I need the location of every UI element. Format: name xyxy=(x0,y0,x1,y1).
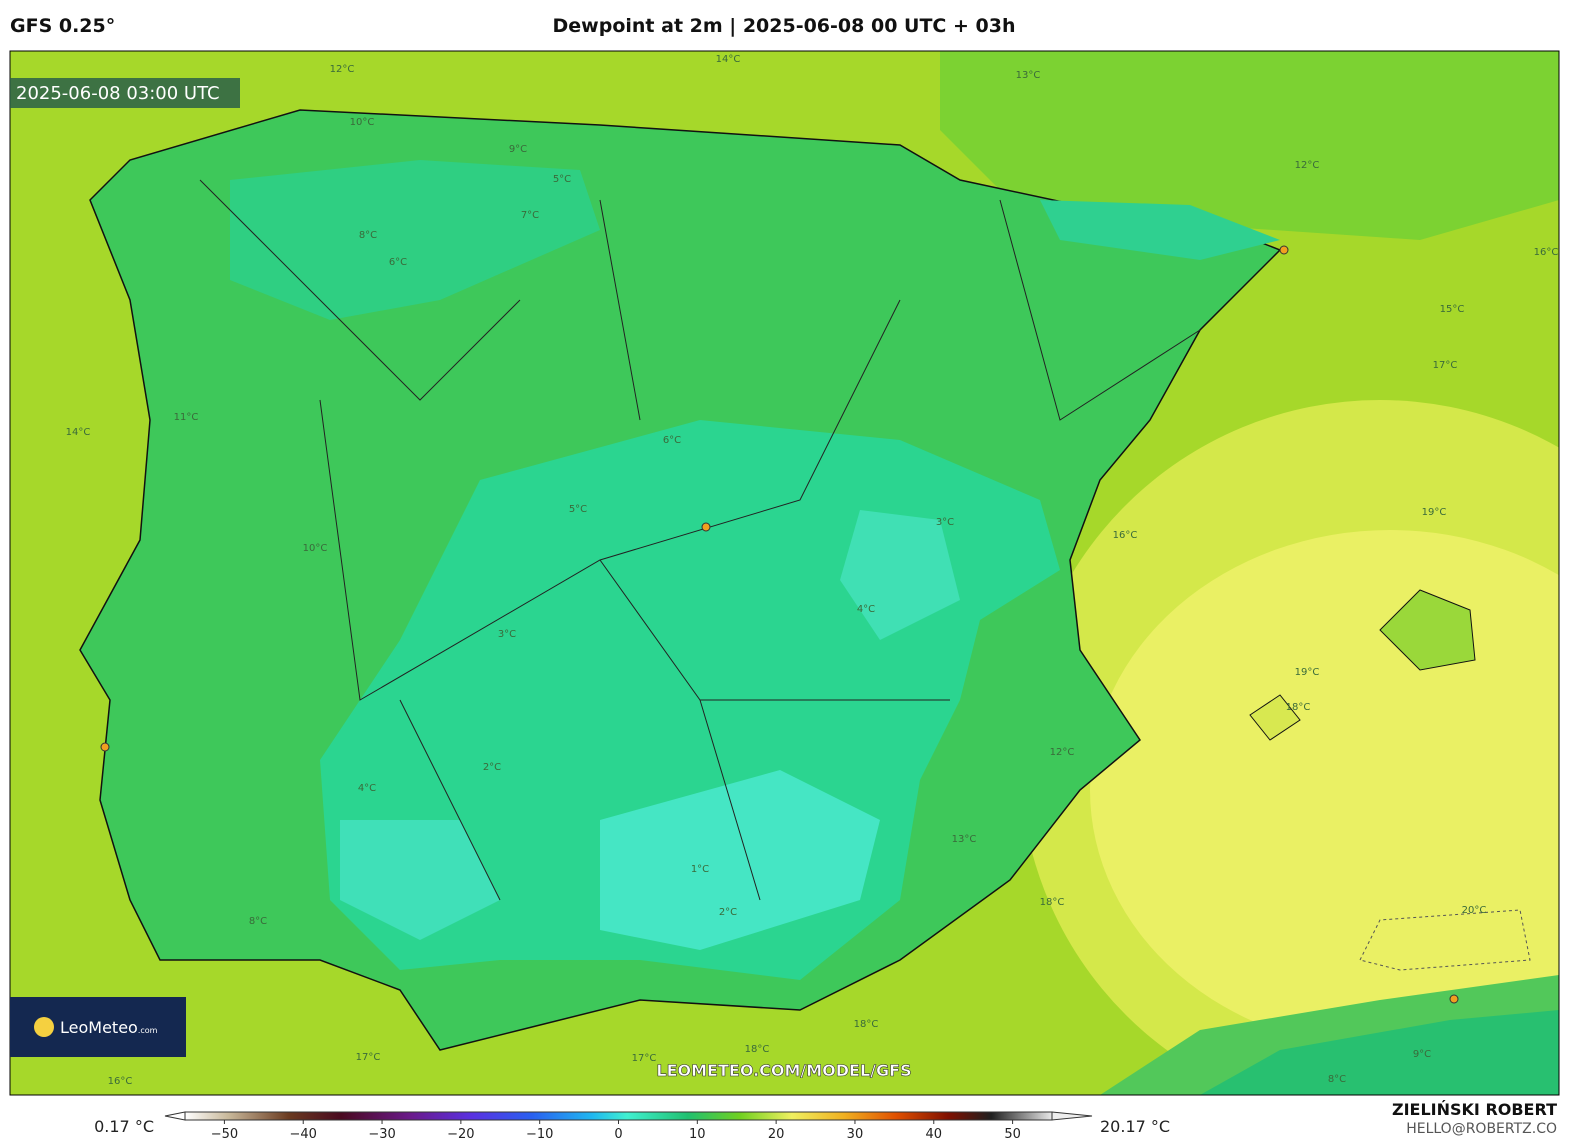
contour-label: 20°C xyxy=(1462,905,1487,916)
logo-suffix: .com xyxy=(138,1026,158,1035)
contour-label: 8°C xyxy=(249,916,267,927)
island xyxy=(1379,589,1476,671)
contour-label: 12°C xyxy=(330,64,355,75)
dry-zone xyxy=(230,160,600,320)
colorbar-ext xyxy=(1051,1111,1093,1121)
contour-label: 8°C xyxy=(359,230,377,241)
contour-label: 13°C xyxy=(1016,70,1041,81)
contour-label: 8°C xyxy=(1328,1074,1346,1085)
timestamp-box xyxy=(10,78,240,108)
model-name: GFS 0.25° xyxy=(10,15,115,37)
city xyxy=(100,742,110,752)
colorbar-tick-label: 40 xyxy=(925,1127,942,1142)
contour-label: 5°C xyxy=(569,504,587,515)
contour-label: 16°C xyxy=(1113,530,1138,541)
contour-label: 10°C xyxy=(303,543,328,554)
dry-core xyxy=(340,820,500,940)
colorbar-tick-label: −20 xyxy=(447,1127,474,1142)
contour-label: 18°C xyxy=(854,1019,879,1030)
city xyxy=(701,522,711,532)
contour-label: 14°C xyxy=(66,427,91,438)
map-title: Dewpoint at 2m | 2025-06-08 00 UTC + 03h xyxy=(553,15,1016,37)
author: ZIELIŃSKI ROBERT xyxy=(1392,1100,1557,1119)
contour-label: 14°C xyxy=(716,54,741,65)
colorbar-bar xyxy=(184,1111,1053,1121)
dry-zone xyxy=(1040,200,1280,260)
contact: HELLO@ROBERTZ.CO xyxy=(1406,1121,1557,1137)
contour-label: 19°C xyxy=(1422,507,1447,518)
contour-label: 3°C xyxy=(936,517,954,528)
map-frame xyxy=(9,50,1560,1096)
logo-sun xyxy=(34,1017,54,1037)
colorbar: −50 −40 −30 −20 −10 0 10 20 30 40 50 xyxy=(164,1111,1093,1142)
contour-label: 16°C xyxy=(108,1076,133,1087)
contour-label: 1°C xyxy=(691,864,709,875)
colorbar-tick-label: −10 xyxy=(526,1127,553,1142)
city xyxy=(1449,994,1459,1004)
colorbar-tick-label: −40 xyxy=(290,1127,317,1142)
contour-label: 18°C xyxy=(1286,702,1311,713)
city xyxy=(1279,245,1289,255)
france xyxy=(940,51,1559,240)
timestamp: 2025-06-08 03:00 UTC xyxy=(16,83,220,104)
contour-label: 18°C xyxy=(1040,897,1065,908)
logo: LeoMeteo.com xyxy=(60,1018,158,1037)
contour-label: 6°C xyxy=(663,435,681,446)
contour xyxy=(1359,909,1531,971)
borders xyxy=(199,179,1201,901)
contour-label: 17°C xyxy=(1433,360,1458,371)
contour-label: 9°C xyxy=(509,144,527,155)
contour-label: 7°C xyxy=(521,210,539,221)
contour-label: 16°C xyxy=(1534,247,1559,258)
contour-label: 4°C xyxy=(358,783,376,794)
africa xyxy=(1200,1010,1559,1095)
colorbar-tick-label: −50 xyxy=(211,1127,238,1142)
contour-label: 3°C xyxy=(498,629,516,640)
colorbar-max: 20.17 °C xyxy=(1100,1117,1170,1136)
contour-label: 2°C xyxy=(719,907,737,918)
island xyxy=(1249,694,1301,741)
dry-core xyxy=(840,510,960,640)
contour-label: 6°C xyxy=(389,257,407,268)
contour-label: 19°C xyxy=(1295,667,1320,678)
watermark: LEOMETEO.COM/MODEL/GFS xyxy=(656,1061,911,1080)
contour-label: 12°C xyxy=(1295,160,1320,171)
contour-label: 18°C xyxy=(745,1044,770,1055)
contour-label: 13°C xyxy=(952,834,977,845)
colorbar-tick-label: 50 xyxy=(1004,1127,1021,1142)
contour-label: 12°C xyxy=(1050,747,1075,758)
colorbar-tick-label: 0 xyxy=(614,1127,622,1142)
contour-label: 11°C xyxy=(174,412,199,423)
contour-label: 10°C xyxy=(350,117,375,128)
contour-label: 4°C xyxy=(857,604,875,615)
logo-text: LeoMeteo xyxy=(60,1018,138,1037)
colorbar-min: 0.17 °C xyxy=(94,1117,154,1136)
colorbar-tick-label: 20 xyxy=(768,1127,785,1142)
contour-label: 17°C xyxy=(632,1053,657,1064)
colorbar-tick-label: 30 xyxy=(847,1127,864,1142)
contour-label: 5°C xyxy=(553,174,571,185)
colorbar-ext xyxy=(164,1111,186,1121)
map: 12°C 14°C 13°C 10°C 9°C 5°C 7°C 8°C 6°C 11°C 14°C 1… xyxy=(10,51,1559,1095)
contour-label: 9°C xyxy=(1413,1049,1431,1060)
contour-label: 15°C xyxy=(1440,304,1465,315)
dry-core xyxy=(600,770,880,950)
colorbar-tick-label: −30 xyxy=(368,1127,395,1142)
contour-labels: 12°C 14°C 13°C 10°C 9°C 5°C 7°C 8°C 6°C 11°C 14°C 1… xyxy=(66,54,1559,1087)
contour-label: 2°C xyxy=(483,762,501,773)
contour-label: 17°C xyxy=(356,1052,381,1063)
colorbar-tick-label: 10 xyxy=(689,1127,706,1142)
